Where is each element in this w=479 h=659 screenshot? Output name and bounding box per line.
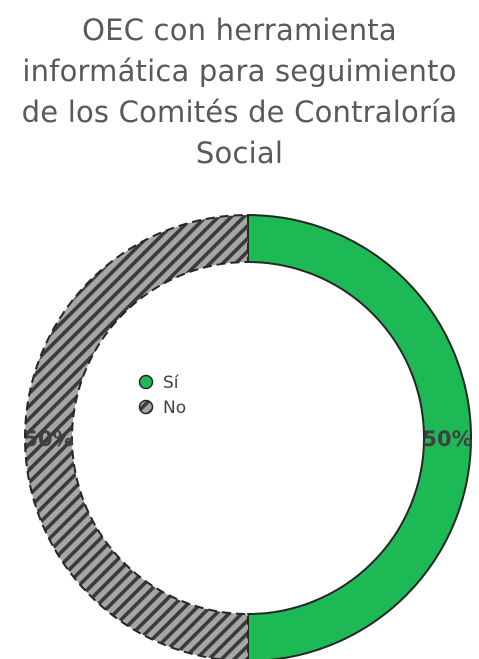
data-labels: 50% 50% [23,427,472,451]
legend-marker-si [138,374,154,390]
chart-legend: Sí No [138,373,186,418]
chart-title-line-3: de los Comités de Contraloría [21,95,458,129]
chart-title-line-4: Social [195,136,284,170]
chart-title-line-2: informática para seguimiento [22,54,457,88]
data-label-si: 50% [422,427,472,451]
chart-title-line-1: OEC con herramienta [82,13,397,47]
legend-label-no: No [163,398,186,418]
legend-marker-no [138,399,154,415]
data-label-no: 50% [23,427,73,451]
chart-title: OEC con herramienta informática para seg… [0,10,479,174]
slice-si [247,213,472,659]
donut-slices [24,213,472,659]
slice-no [24,213,249,659]
legend-label-si: Sí [163,373,180,393]
